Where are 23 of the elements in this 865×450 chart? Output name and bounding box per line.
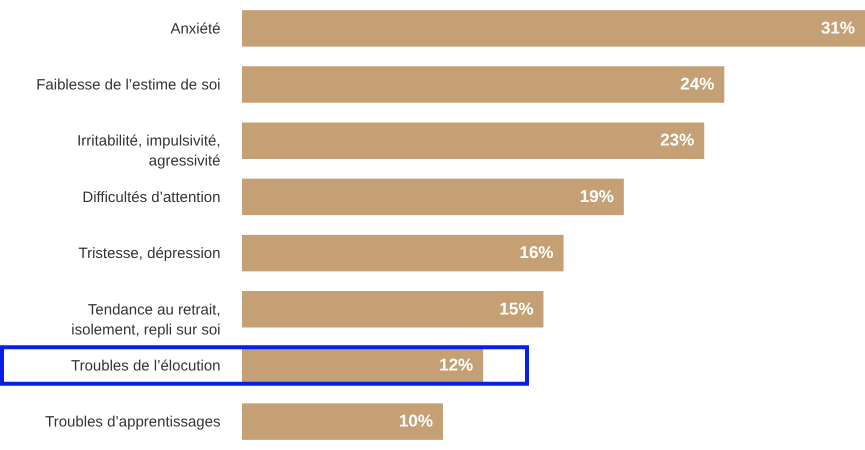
bar	[242, 234, 564, 272]
y-tick-label: Troubles d’apprentissages	[45, 414, 220, 431]
y-tick-label: Irritabilité, impulsivité, agressivité	[77, 132, 220, 170]
y-tick-label: Troubles de l’élocution	[70, 357, 220, 374]
bar	[242, 178, 624, 216]
data-label: 24%	[680, 74, 714, 94]
bar	[242, 122, 704, 159]
data-label: 23%	[660, 130, 694, 150]
data-label: 31%	[820, 18, 855, 38]
bar	[242, 66, 724, 103]
data-label: 10%	[398, 412, 433, 431]
bar	[242, 403, 443, 440]
y-tick-label: Difficultés d’attention	[82, 188, 220, 206]
data-label: 16%	[520, 243, 554, 262]
data-label: 19%	[580, 186, 614, 206]
y-tick-label: Faiblesse de l’estime de soi	[36, 76, 220, 94]
y-tick-label: Tendance au retrait, isolement, repli sur soi	[71, 301, 220, 338]
bar	[242, 291, 544, 328]
data-label: 12%	[439, 355, 474, 374]
y-tick-label: Anxiété	[170, 20, 220, 38]
bar	[242, 10, 865, 47]
y-tick-label: Tristesse, dépression	[78, 245, 220, 262]
data-label: 15%	[499, 299, 534, 318]
